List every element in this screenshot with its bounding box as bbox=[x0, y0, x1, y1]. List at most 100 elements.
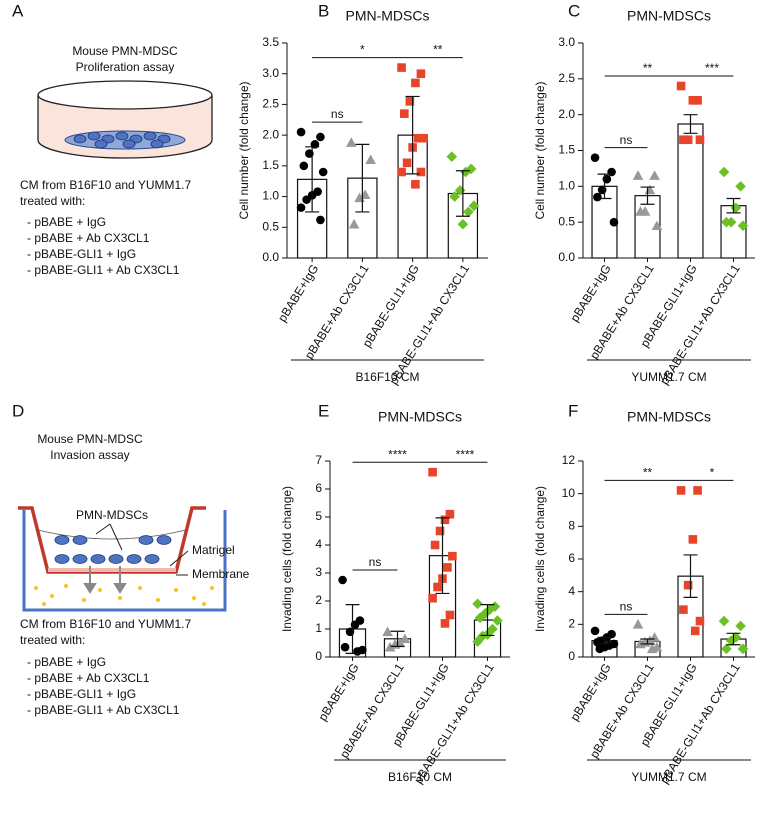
matrigel-label: Matrigel bbox=[192, 543, 235, 557]
chart: F PMN-MDSCs Invading cells (fold change) 0 2… bbox=[533, 401, 755, 786]
point bbox=[305, 149, 314, 158]
point bbox=[472, 598, 483, 610]
significance-label: ns bbox=[331, 107, 344, 121]
y-tick-label: 0.5 bbox=[558, 214, 575, 228]
y-tick-label: 2.5 bbox=[262, 97, 279, 111]
point bbox=[299, 161, 309, 171]
y-tick-label: 2.5 bbox=[558, 71, 575, 85]
point bbox=[302, 195, 311, 204]
error-bar bbox=[455, 170, 470, 217]
point bbox=[688, 535, 698, 544]
chart: C PMN-MDSCs Cell number (fold change) 0.0 0.… bbox=[533, 1, 755, 387]
y-tick-label: 7 bbox=[315, 453, 322, 467]
significance-label: ** bbox=[433, 43, 443, 57]
significance-label: ns bbox=[620, 133, 633, 147]
y-tick-label: 10 bbox=[562, 486, 576, 500]
point bbox=[737, 643, 749, 655]
bar bbox=[720, 205, 747, 259]
point bbox=[457, 218, 469, 230]
point bbox=[635, 638, 646, 649]
point bbox=[449, 191, 460, 202]
caption: CM from B16F10 and YUMM1.7 bbox=[20, 617, 192, 631]
y-tick-label: 0 bbox=[315, 649, 322, 663]
treatment: - pBABE + IgG bbox=[27, 215, 106, 229]
point bbox=[411, 78, 420, 88]
point bbox=[683, 580, 693, 590]
y-tick-label: 3.0 bbox=[262, 66, 279, 80]
error-bar bbox=[405, 95, 420, 175]
diagram-a: A Mouse PMN-MDSC Proliferation assay CM … bbox=[12, 1, 213, 277]
y-tick-label: 1 bbox=[315, 621, 322, 635]
caption: CM from B16F10 and YUMM1.7 bbox=[20, 178, 192, 192]
bar bbox=[677, 123, 704, 259]
cells bbox=[54, 535, 172, 564]
error-bar bbox=[726, 632, 741, 646]
x-axis-label: B16F10 CM bbox=[355, 370, 419, 384]
y-tick-label: 8 bbox=[568, 519, 575, 533]
error-bar bbox=[597, 173, 612, 200]
x-tick-label: pBABE+IgG bbox=[275, 262, 321, 325]
y-axis-label: Cell number (fold change) bbox=[237, 81, 251, 219]
significance-label: **** bbox=[388, 447, 407, 461]
point bbox=[411, 179, 420, 189]
treatment: - pBABE-GLI1 + IgG bbox=[27, 687, 136, 701]
point bbox=[474, 612, 486, 624]
treatment: - pBABE + IgG bbox=[27, 655, 106, 669]
y-axis-label: Cell number (fold change) bbox=[533, 81, 547, 219]
point bbox=[607, 167, 616, 177]
y-tick-label: 2.0 bbox=[262, 127, 279, 141]
y-tick-label: 0 bbox=[568, 649, 575, 663]
point bbox=[419, 133, 428, 143]
point bbox=[465, 163, 477, 175]
point bbox=[382, 626, 393, 637]
y-tick-label: 0.5 bbox=[262, 219, 279, 233]
error-bar bbox=[597, 636, 612, 645]
chart-title: PMN-MDSCs bbox=[627, 8, 711, 24]
y-axis-label: Invading cells (fold change) bbox=[280, 486, 294, 632]
point bbox=[435, 526, 445, 536]
point bbox=[602, 174, 612, 184]
point bbox=[468, 200, 480, 212]
panel-label: D bbox=[12, 401, 24, 420]
well bbox=[22, 510, 227, 612]
y-tick-label: 2 bbox=[568, 617, 575, 631]
point bbox=[400, 109, 409, 118]
point bbox=[597, 185, 607, 195]
y-tick-label: 2.0 bbox=[558, 107, 575, 121]
x-axis-label: B16F10 CM bbox=[388, 770, 452, 784]
point bbox=[644, 184, 656, 195]
point bbox=[413, 133, 423, 143]
caption: treated with: bbox=[20, 194, 85, 208]
point bbox=[590, 153, 600, 162]
point bbox=[632, 170, 644, 180]
point bbox=[492, 615, 503, 626]
treatment: - pBABE + Ab CX3CL1 bbox=[27, 671, 150, 685]
panel-label: E bbox=[318, 401, 329, 420]
point bbox=[316, 132, 325, 142]
error-bar bbox=[390, 630, 405, 647]
diagram-title: Proliferation assay bbox=[76, 60, 175, 74]
y-tick-label: 6 bbox=[568, 551, 575, 565]
error-bar bbox=[640, 638, 655, 645]
point bbox=[353, 647, 362, 656]
point bbox=[646, 643, 658, 654]
point bbox=[365, 154, 376, 165]
x-tick-label: pBABE-GLI1+Ab CX3CL1 bbox=[657, 262, 743, 388]
y-tick-label: 1.5 bbox=[558, 143, 575, 157]
significance-label: *** bbox=[705, 61, 719, 75]
y-tick-label: 3 bbox=[315, 565, 322, 579]
significance-label: * bbox=[710, 466, 715, 480]
point bbox=[316, 215, 325, 225]
point bbox=[402, 158, 412, 168]
diagram-d: D Mouse PMN-MDSC Invasion assay PMN-MDSC… bbox=[12, 401, 250, 717]
point bbox=[416, 167, 426, 177]
point bbox=[440, 619, 450, 628]
point bbox=[445, 610, 455, 620]
error-bar bbox=[683, 114, 698, 134]
point bbox=[487, 623, 498, 635]
cells-label: PMN-MDSCs bbox=[76, 508, 148, 522]
y-tick-label: 0.0 bbox=[558, 250, 575, 264]
point bbox=[651, 220, 663, 231]
y-tick-label: 0.0 bbox=[262, 250, 279, 264]
error-bar bbox=[345, 604, 360, 654]
